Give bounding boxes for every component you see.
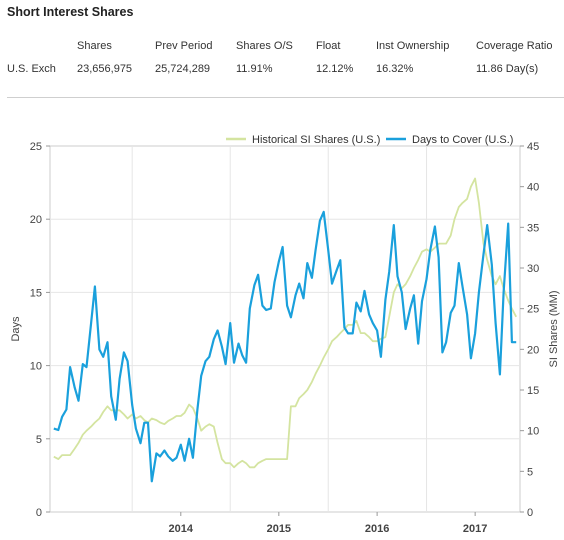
- chart-plot-area: [53, 177, 517, 483]
- value-coverage-ratio: 11.86 Day(s): [476, 63, 539, 75]
- right-tick-label: 30: [527, 263, 539, 275]
- left-tick-label: 5: [36, 434, 42, 446]
- legend-item-days-to-cover-label: Days to Cover (U.S.): [412, 134, 513, 146]
- right-tick-label: 10: [527, 426, 539, 438]
- value-shares: 23,656,975: [77, 63, 133, 75]
- plot-frame: [49, 145, 521, 513]
- legend-item-historical-si-label: Historical SI Shares (U.S.): [252, 134, 380, 146]
- left-tick-label: 10: [30, 361, 42, 373]
- row-label: U.S. Exch: [7, 63, 56, 75]
- col-header-float: Float: [316, 40, 341, 52]
- series-line-days-to-cover: [53, 210, 517, 483]
- col-header-inst-ownership: Inst Ownership: [376, 40, 450, 52]
- right-tick-label: 20: [527, 344, 539, 356]
- section-title: Short Interest Shares: [7, 5, 134, 19]
- col-header-prev-period: Prev Period: [155, 40, 213, 52]
- x-tick-label: 2016: [365, 523, 389, 535]
- left-tick-label: 25: [30, 141, 42, 153]
- series-line-historical-si-shares: [53, 177, 517, 469]
- section-divider: [7, 97, 564, 98]
- left-tick-label: 20: [30, 214, 42, 226]
- right-tick-label: 0: [527, 507, 533, 519]
- col-header-coverage-ratio: Coverage Ratio: [476, 40, 553, 52]
- value-shares-os: 11.91%: [236, 63, 273, 75]
- y2-axis-title: SI Shares (MM): [548, 290, 560, 367]
- x-tick-label: 2014: [169, 523, 194, 535]
- chart-axes: 0 5 10 15 20 25 0 5 10 15 20 25 30 35 40 45 2014 2015 2016…: [10, 141, 560, 535]
- value-prev-period: 25,724,289: [155, 63, 211, 75]
- short-interest-chart: 0 5 10 15 20 25 0 5 10 15 20 25 30 35 40 45 2014 2015 2016…: [10, 134, 560, 535]
- chart-legend[interactable]: Historical SI Shares (U.S.) Days to Cover…: [226, 134, 513, 146]
- left-tick-label: 0: [36, 507, 42, 519]
- right-tick-label: 25: [527, 304, 539, 316]
- value-float: 12.12%: [316, 63, 354, 75]
- left-tick-label: 15: [30, 287, 42, 299]
- right-tick-label: 35: [527, 222, 539, 234]
- x-tick-label: 2017: [463, 523, 487, 535]
- chart-grid: [49, 145, 521, 513]
- right-tick-label: 15: [527, 385, 539, 397]
- right-tick-label: 40: [527, 182, 539, 194]
- y-axis-title: Days: [10, 316, 22, 342]
- value-inst-ownership: 16.32%: [376, 63, 414, 75]
- col-header-shares-os: Shares O/S: [236, 40, 293, 52]
- x-tick-label: 2015: [267, 523, 291, 535]
- col-header-shares: Shares: [77, 40, 112, 52]
- right-tick-label: 45: [527, 141, 539, 153]
- right-tick-label: 5: [527, 466, 533, 478]
